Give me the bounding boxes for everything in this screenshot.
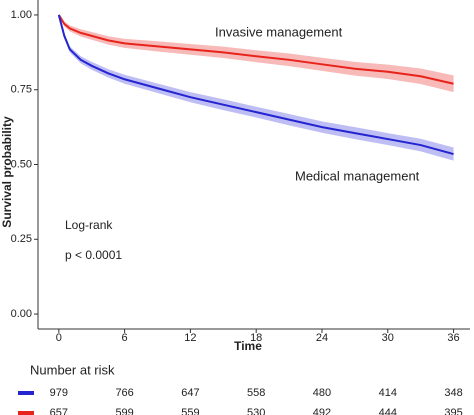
x-tick-label: 6 — [122, 332, 128, 344]
y-axis-label: Survival probability — [0, 116, 14, 228]
confidence-band — [58, 14, 454, 93]
risk-count: 599 — [115, 407, 133, 415]
risk-count: 657 — [50, 407, 68, 415]
risk-count: 559 — [181, 407, 199, 415]
confidence-band — [58, 14, 454, 161]
risk-count: 558 — [247, 387, 265, 399]
annotation: p < 0.0001 — [65, 248, 122, 262]
risk-count: 530 — [247, 407, 265, 415]
y-tick-label: 0.25 — [11, 233, 32, 245]
risk-count: 979 — [50, 387, 68, 399]
y-tick-label: 1.00 — [11, 9, 32, 21]
risk-count: 766 — [115, 387, 133, 399]
survival-curve — [57, 14, 454, 155]
y-tick-label: 0.50 — [11, 158, 32, 170]
risk-table-title: Number at risk — [30, 362, 115, 377]
x-tick-label: 0 — [56, 332, 62, 344]
annotation: Log-rank — [65, 218, 113, 232]
x-axis-label: Time — [234, 339, 262, 353]
risk-count: 492 — [313, 407, 331, 415]
risk-count: 480 — [313, 387, 331, 399]
x-tick-label: 12 — [184, 332, 196, 344]
risk-count: 444 — [379, 407, 397, 415]
y-tick-label: 0.75 — [11, 84, 32, 96]
x-tick-label: 36 — [447, 332, 459, 344]
risk-count: 647 — [181, 387, 199, 399]
series-label: Invasive management — [215, 24, 343, 39]
risk-count: 348 — [444, 387, 462, 399]
risk-count: 414 — [379, 387, 397, 399]
risk-count: 395 — [444, 407, 462, 415]
y-tick-label: 0.00 — [11, 308, 32, 320]
x-tick-label: 24 — [316, 332, 328, 344]
survival-curve — [57, 14, 454, 85]
x-tick-label: 18 — [250, 332, 262, 344]
series-label: Medical management — [295, 168, 420, 183]
x-tick-label: 30 — [382, 332, 394, 344]
